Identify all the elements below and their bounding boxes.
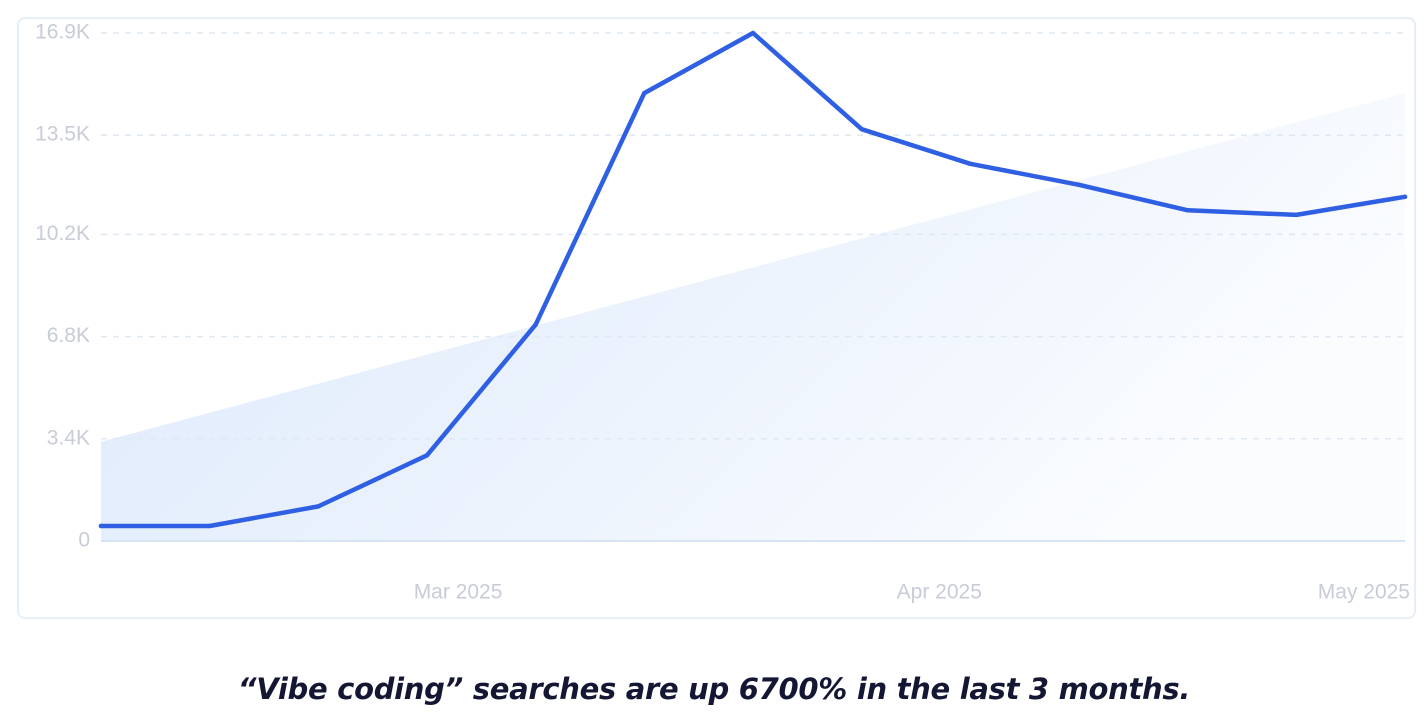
x-tick-label: May 2025 xyxy=(1318,581,1410,604)
y-tick-label: 13.5K xyxy=(35,123,90,146)
data-point xyxy=(750,30,756,36)
trend-area xyxy=(101,93,1405,541)
x-tick-label: Mar 2025 xyxy=(414,581,503,604)
y-tick-label: 10.2K xyxy=(35,222,90,245)
data-point xyxy=(98,523,104,529)
data-point xyxy=(316,504,321,509)
y-axis: 0 3.4K 6.8K 10.2K 13.5K 16.9K xyxy=(35,21,90,552)
series-line-layer xyxy=(98,30,1408,529)
x-axis: Mar 2025 Apr 2025 May 2025 xyxy=(414,581,1410,604)
data-point xyxy=(1402,194,1408,200)
data-point xyxy=(1076,182,1082,187)
y-tick-label: 16.9K xyxy=(35,21,90,44)
y-tick-label: 0 xyxy=(78,529,90,552)
data-point xyxy=(207,523,212,529)
x-tick-label: Apr 2025 xyxy=(897,581,982,604)
data-point xyxy=(642,90,647,96)
y-tick-label: 3.4K xyxy=(47,426,90,449)
y-tick-label: 6.8K xyxy=(47,324,90,347)
chart-caption: “Vibe coding” searches are up 6700% in t… xyxy=(237,672,1191,706)
chart: 0 3.4K 6.8K 10.2K 13.5K 16.9K Mar 2025 Apr 202… xyxy=(35,21,1410,604)
data-point xyxy=(1185,208,1190,213)
data-point xyxy=(968,161,973,166)
trend-area-layer xyxy=(101,93,1405,541)
data-point xyxy=(1294,212,1299,218)
data-point xyxy=(533,322,538,327)
data-point xyxy=(859,126,864,132)
data-point xyxy=(424,453,430,458)
